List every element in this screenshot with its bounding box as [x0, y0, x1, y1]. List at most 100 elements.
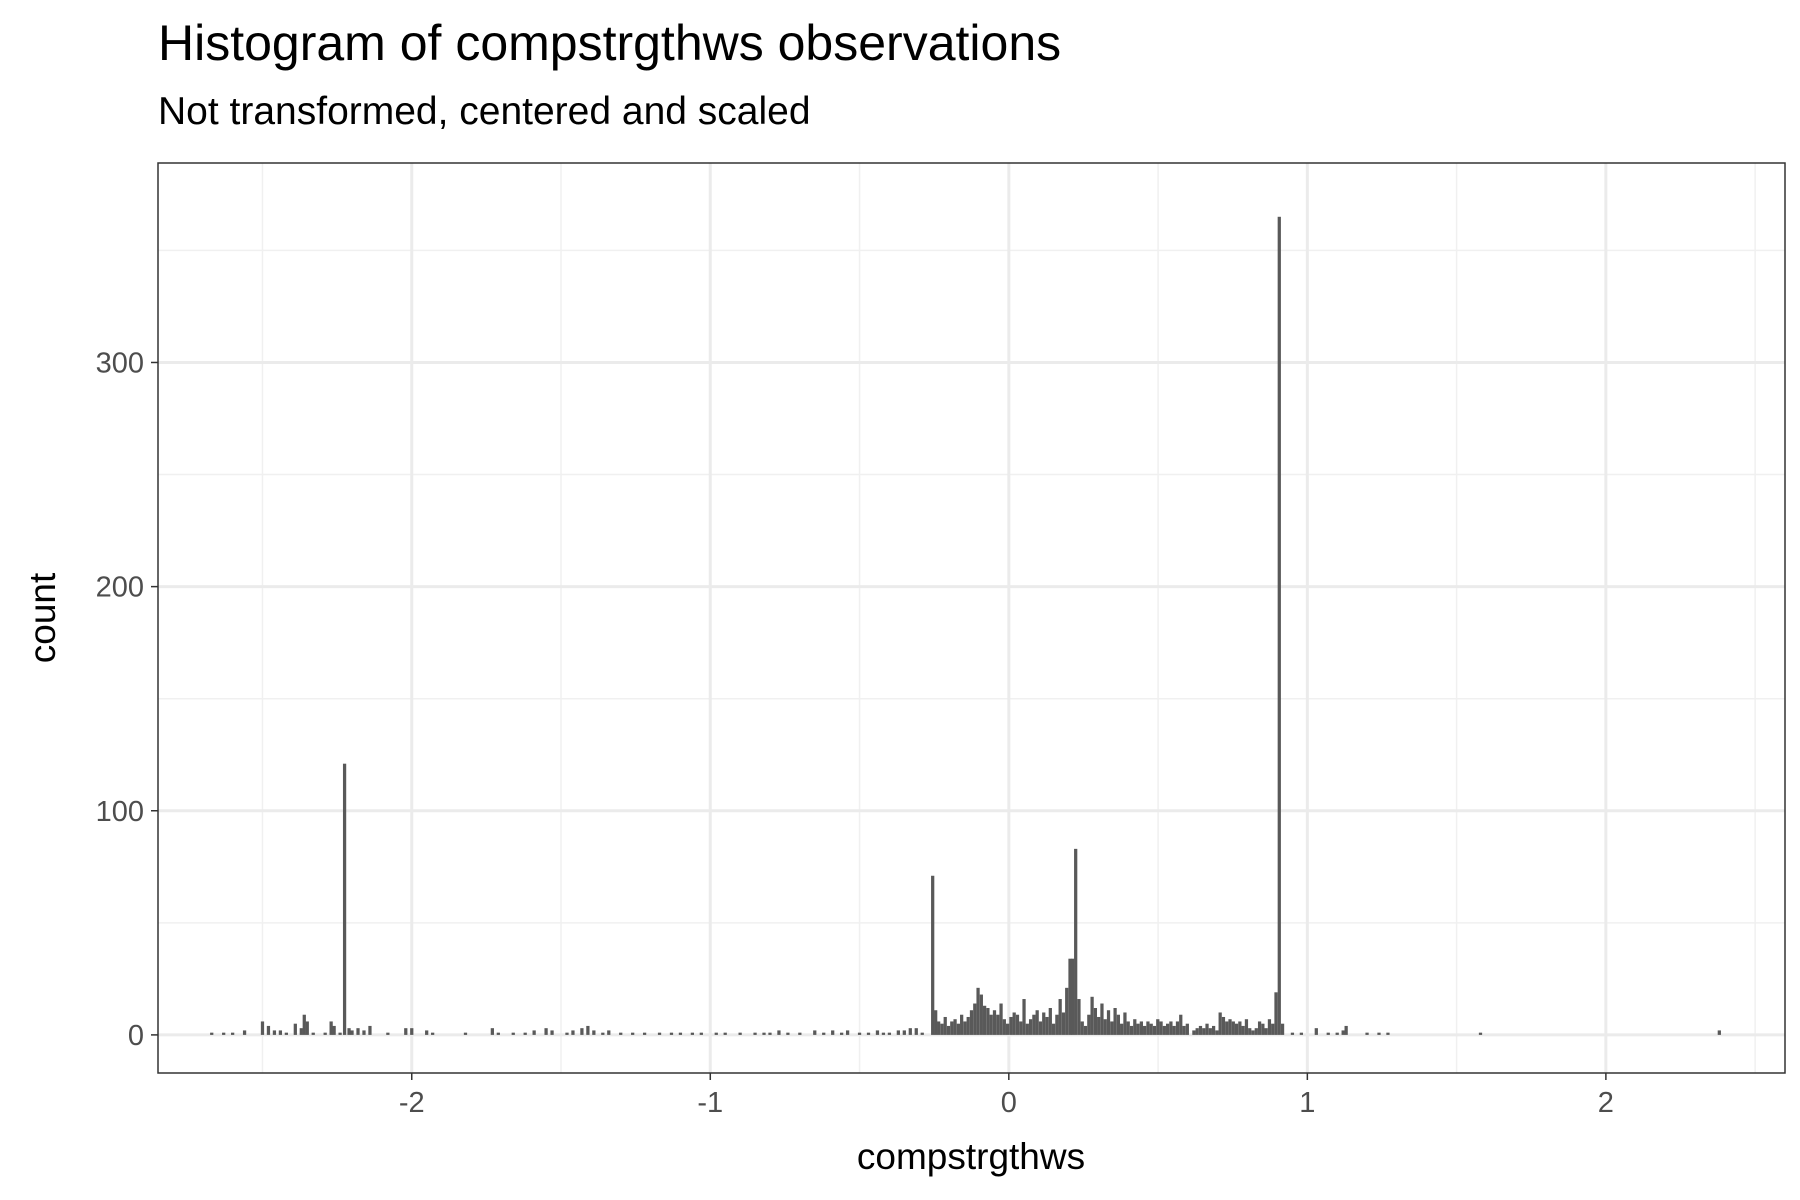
histogram-bar [1365, 1032, 1369, 1035]
histogram-bar [1326, 1032, 1330, 1035]
histogram-bar [1028, 1019, 1033, 1035]
histogram-bar [902, 1030, 906, 1035]
histogram-bar [813, 1030, 817, 1035]
histogram-bar [1211, 1025, 1216, 1035]
histogram-bar [463, 1032, 468, 1035]
histogram-bar [996, 1014, 1000, 1035]
histogram-bar [1129, 1025, 1134, 1035]
histogram-bar [875, 1030, 880, 1035]
histogram-bar [1025, 1023, 1029, 1035]
histogram-bar [1106, 1010, 1111, 1035]
histogram-bar [866, 1032, 871, 1035]
histogram-bar [1241, 1025, 1245, 1035]
histogram-bar [1149, 1023, 1153, 1035]
histogram-bar [1290, 1032, 1295, 1035]
histogram-bar [1299, 1032, 1303, 1035]
histogram-bar [1015, 1014, 1020, 1035]
histogram-bar [1274, 992, 1278, 1035]
histogram-bar [1271, 1023, 1275, 1035]
histogram-bar [356, 1028, 360, 1035]
histogram-bar [302, 1014, 306, 1035]
histogram-bar [1051, 1023, 1056, 1035]
histogram-bar [329, 1021, 333, 1035]
histogram-bar [1175, 1021, 1180, 1035]
histogram-bar [881, 1032, 886, 1035]
histogram-bar [607, 1030, 611, 1035]
histogram-bar [1090, 996, 1094, 1035]
y-axis-ticks: 0 100 200 300 [96, 347, 158, 1052]
histogram-bar [1172, 1025, 1176, 1035]
histogram-bar [1012, 1012, 1016, 1035]
histogram-bar [222, 1032, 226, 1035]
histogram-bar [1277, 216, 1281, 1035]
histogram-bar [845, 1030, 850, 1035]
histogram-bar [1103, 1019, 1107, 1035]
histogram-bar [1038, 1021, 1043, 1035]
y-tick-label: 100 [96, 796, 144, 828]
histogram-bar [1218, 1012, 1222, 1035]
histogram-bar [1335, 1032, 1339, 1035]
x-tick-label: 2 [1598, 1087, 1614, 1119]
histogram-bar [571, 1030, 575, 1035]
histogram-bar [368, 1025, 372, 1035]
histogram-bar [1100, 1003, 1104, 1035]
histogram-bar [1136, 1023, 1140, 1035]
histogram-bar [1179, 1014, 1183, 1035]
histogram-bar [1077, 999, 1081, 1035]
histogram-bar [1192, 1030, 1196, 1035]
histogram-bar [1205, 1023, 1209, 1035]
histogram-bar [1386, 1032, 1390, 1035]
x-axis-ticks: -2 -1 0 1 2 [399, 1073, 1614, 1119]
histogram-bar [523, 1032, 527, 1035]
x-tick-label: -1 [697, 1087, 723, 1119]
histogram-bar [1166, 1023, 1170, 1035]
histogram-bar [1139, 1021, 1143, 1035]
histogram-bar [1156, 1019, 1160, 1035]
histogram-bar [642, 1032, 647, 1035]
histogram-bar [1071, 958, 1075, 1035]
histogram-bar [976, 987, 980, 1035]
histogram-bar [840, 1032, 844, 1035]
histogram-bar [586, 1025, 590, 1035]
histogram-bar [1221, 1016, 1226, 1035]
histogram-bar [1133, 1019, 1137, 1035]
histogram-bar [425, 1030, 429, 1035]
x-tick-label: -2 [399, 1087, 425, 1119]
histogram-bar [1087, 1014, 1091, 1035]
histogram-bar [338, 1032, 342, 1035]
y-tick-label: 300 [96, 347, 144, 379]
histogram-bar [1264, 1028, 1268, 1035]
histogram-bar [272, 1030, 277, 1035]
histogram-bar [699, 1032, 703, 1035]
histogram-bar [1120, 1023, 1124, 1035]
histogram-bar [1009, 1016, 1013, 1035]
x-tick-label: 0 [1001, 1087, 1017, 1119]
histogram-bar [1035, 1010, 1039, 1035]
histogram-bar [1228, 1019, 1232, 1035]
histogram-bar [550, 1030, 554, 1035]
histogram-bar [943, 1016, 947, 1035]
histogram-bar [1344, 1025, 1348, 1035]
histogram-bar [992, 1010, 997, 1035]
histogram-bar [714, 1032, 718, 1035]
histogram-bar [1152, 1025, 1157, 1035]
histogram-bar [1195, 1028, 1199, 1035]
histogram-bar [362, 1030, 366, 1035]
histogram-bar [1045, 1016, 1049, 1035]
histogram-bar [231, 1032, 235, 1035]
histogram-bar [386, 1032, 390, 1035]
histogram-bar [669, 1032, 674, 1035]
histogram-bar [960, 1014, 964, 1035]
histogram-bar [973, 1003, 977, 1035]
histogram-bar [979, 994, 983, 1035]
histogram-bar [1257, 1021, 1262, 1035]
histogram-bar [1083, 1025, 1088, 1035]
histogram-bar [1251, 1030, 1255, 1035]
histogram-bar [592, 1030, 596, 1035]
histogram-bar [969, 1010, 974, 1035]
histogram-bars [210, 216, 1721, 1035]
histogram-bar [293, 1023, 297, 1035]
histogram-bar [983, 1005, 987, 1035]
histogram-bar [1254, 1028, 1258, 1035]
histogram-bar [1341, 1030, 1345, 1035]
